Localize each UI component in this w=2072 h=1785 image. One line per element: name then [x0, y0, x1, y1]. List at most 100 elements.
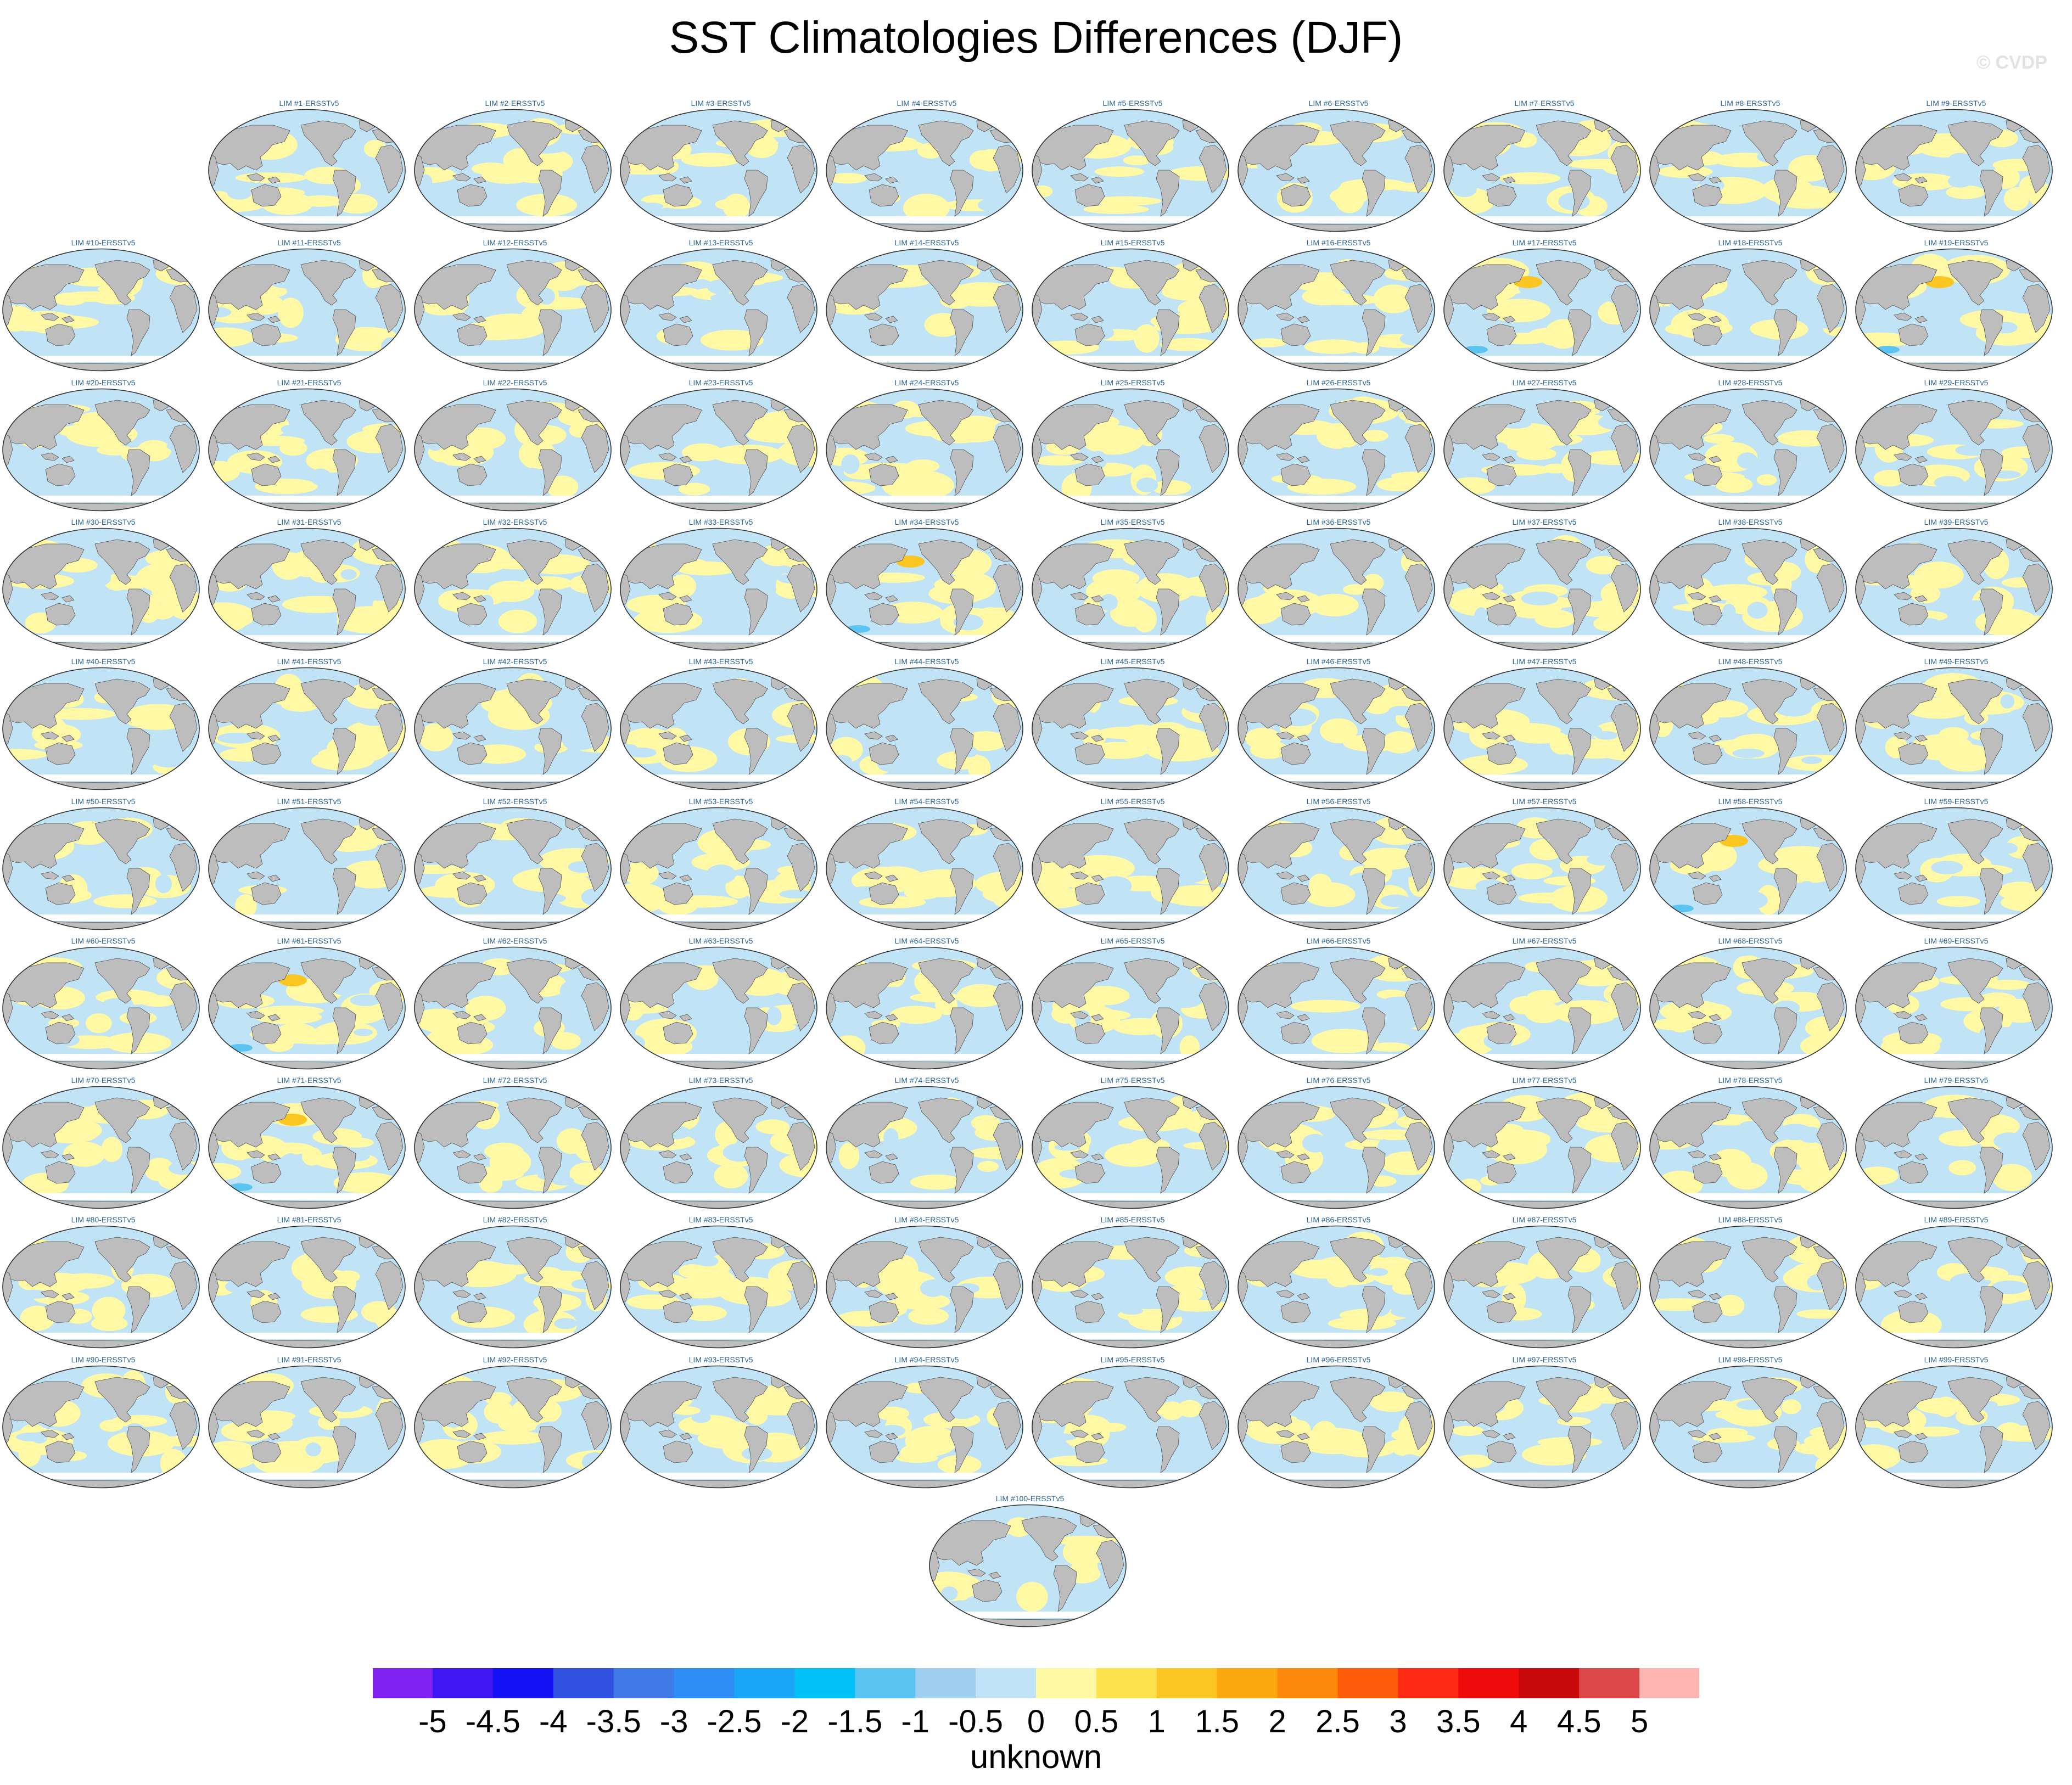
land-mass [1536, 678, 1592, 725]
land-mass [1404, 1401, 1433, 1450]
warm-anomaly-region [1112, 1018, 1169, 1035]
land-mass [1297, 1153, 1310, 1161]
land-mass [247, 452, 265, 461]
land-mass [1297, 595, 1310, 603]
warm-anomaly-region [908, 1307, 949, 1325]
map-panel: LIM #8-ERSSTv5 [1649, 99, 1852, 233]
map-outline [208, 1086, 406, 1209]
land-mass [581, 563, 609, 613]
land-mass [1567, 170, 1592, 217]
colorbar-swatch [1458, 1668, 1519, 1698]
world-map [1649, 1365, 1847, 1488]
land-mass [1610, 563, 1639, 613]
land-mass [1486, 1161, 1517, 1184]
land-mass [506, 260, 562, 306]
land-mass [950, 449, 974, 496]
land-mass [864, 1429, 883, 1438]
land-mass [787, 982, 815, 1031]
land-mass [1032, 1241, 1114, 1287]
land-mass [300, 260, 356, 306]
land-mass [864, 1289, 883, 1298]
land-mass [1444, 404, 1526, 450]
warm-anomaly-region [682, 443, 723, 461]
warm-anomaly-region [903, 193, 950, 222]
land-mass [1503, 734, 1516, 742]
land-mass [1091, 1014, 1104, 1021]
sea-ice-band [415, 216, 611, 223]
cool-anomaly-region [716, 479, 754, 494]
map-outline [414, 807, 612, 930]
cool-anomaly-region [691, 1412, 711, 1423]
world-map [1237, 1365, 1435, 1488]
warm-anomaly-region [1458, 1178, 1482, 1195]
map-panel: LIM #2-ERSSTv5 [413, 99, 617, 233]
world-map [1443, 1226, 1641, 1349]
land-mass [267, 734, 281, 742]
land-mass [41, 592, 59, 600]
warm-anomaly-region [1362, 574, 1384, 592]
map-outline [1443, 667, 1641, 790]
sea-ice-band [415, 635, 611, 642]
land-mass [1773, 1286, 1797, 1334]
land-mass [94, 400, 150, 446]
map-panel-title: LIM #78-ERSSTv5 [1718, 1076, 1783, 1085]
land-mass [538, 588, 562, 636]
sea-ice-band [1650, 495, 1846, 502]
cool-anomaly-region [1791, 476, 1807, 490]
map-panel-title: LIM #50-ERSSTv5 [71, 796, 136, 806]
map-panel: LIM #24-ERSSTv5 [825, 378, 1028, 513]
land-mass [1280, 742, 1311, 765]
map-outline [1855, 109, 2053, 232]
land-mass [1816, 982, 1845, 1031]
sea-ice-band [1856, 356, 2052, 363]
colorbar-tick-label: -1.5 [827, 1704, 882, 1739]
land-mass [1032, 1102, 1114, 1148]
land-mass [1482, 871, 1500, 879]
map-panel: LIM #16-ERSSTv5 [1237, 238, 1440, 373]
land-mass [1330, 1377, 1386, 1423]
cool-anomaly-region [1747, 602, 1768, 619]
land-mass [506, 1237, 562, 1283]
world-map [1237, 1086, 1435, 1209]
map-panel: LIM #100-ERSSTv5 [928, 1494, 1132, 1629]
land-mass [744, 728, 768, 776]
land-mass [826, 404, 908, 450]
land-mass [1709, 316, 1722, 323]
land-mass [473, 176, 486, 184]
land-mass [1856, 683, 1937, 729]
map-panel-title: LIM #92-ERSSTv5 [483, 1355, 547, 1364]
land-mass [993, 1401, 1021, 1450]
land-mass [1898, 1440, 1929, 1463]
land-mass [1199, 703, 1227, 752]
map-panel: LIM #52-ERSSTv5 [413, 797, 617, 931]
land-mass [61, 734, 75, 742]
cool-anomaly-region [15, 1142, 49, 1154]
land-mass [1979, 1426, 2003, 1473]
cool-anomaly-region [1754, 1454, 1772, 1472]
land-mass [169, 284, 198, 334]
cool-anomaly-region [1739, 1121, 1762, 1133]
land-mass [247, 592, 265, 600]
sea-ice-band [1856, 1053, 2052, 1060]
land-mass [581, 1121, 609, 1171]
map-panel: LIM #6-ERSSTv5 [1237, 99, 1440, 233]
warm-anomaly-region [337, 1270, 360, 1283]
land-mass [1156, 1147, 1180, 1194]
land-mass [538, 449, 562, 496]
land-mass [1503, 456, 1516, 463]
map-panel-title: LIM #26-ERSSTv5 [1306, 378, 1371, 387]
land-mass [3, 962, 85, 1008]
warm-anomaly-region [723, 193, 751, 220]
land-mass [744, 1426, 768, 1473]
cool-anomaly-region [1724, 993, 1763, 1002]
land-mass [885, 595, 898, 603]
land-mass [1444, 823, 1526, 868]
warm-anomaly-region [1304, 339, 1363, 355]
colorbar-swatch [1036, 1668, 1097, 1698]
land-mass [993, 1261, 1021, 1311]
chart-title: SST Climatologies Differences (DJF) [669, 13, 1403, 63]
cool-anomaly-region [1739, 310, 1755, 317]
map-panel: LIM #75-ERSSTv5 [1031, 1076, 1234, 1210]
map-outline [1855, 248, 2053, 372]
land-mass [267, 176, 281, 184]
